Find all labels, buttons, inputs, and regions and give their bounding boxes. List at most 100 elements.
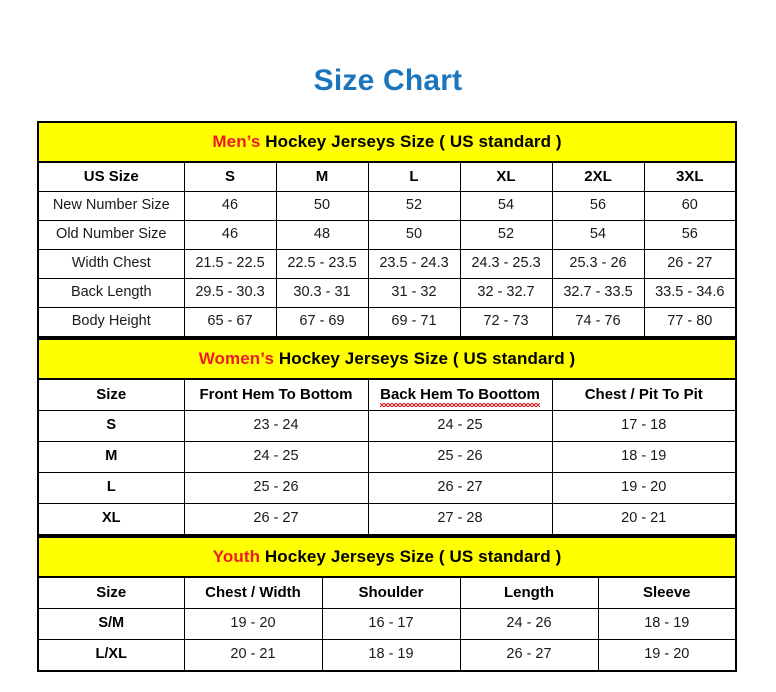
table-row: L/XL 20 - 21 18 - 19 26 - 27 19 - 20 [37,639,737,672]
mens-row-4-val-3: 72 - 73 [459,307,553,338]
womens-row-0-val-2: 17 - 18 [551,410,737,442]
youth-banner-cell: Youth Hockey Jerseys Size ( US standard … [36,536,738,578]
page-title: Size Chart [313,64,463,97]
mens-row-1-val-0: 46 [183,220,277,250]
table-row: Back Length 29.5 - 30.3 30.3 - 31 31 - 3… [37,278,737,308]
mens-row-4-val-1: 67 - 69 [275,307,369,338]
youth-col-2: Shoulder [321,576,461,609]
mens-row-0-val-3: 54 [459,191,553,221]
mens-row-3-val-0: 29.5 - 30.3 [183,278,277,308]
mens-row-3-val-4: 32.7 - 33.5 [551,278,645,308]
youth-col-4: Sleeve [597,576,737,609]
youth-row-0-val-0: 19 - 20 [183,608,323,640]
youth-banner-row: Youth Hockey Jerseys Size ( US standard … [36,536,738,578]
womens-col-0: Size [37,378,185,411]
womens-row-3-val-2: 20 - 21 [551,503,737,536]
womens-row-0-val-0: 23 - 24 [183,410,369,442]
youth-col-0: Size [37,576,185,609]
youth-column-header-row: Size Chest / Width Shoulder Length Sleev… [37,576,737,609]
youth-size-table: Youth Hockey Jerseys Size ( US standard … [36,536,738,672]
womens-banner-cell: Women’s Hockey Jerseys Size ( US standar… [37,338,737,380]
womens-banner-accent: Women’s [198,348,275,368]
mens-row-2-val-4: 25.3 - 26 [551,249,645,279]
womens-col-3: Chest / Pit To Pit [551,378,737,411]
mens-col-2: M [275,161,369,192]
mens-row-0-val-0: 46 [183,191,277,221]
table-row: M 24 - 25 25 - 26 18 - 19 [37,441,737,473]
womens-col-2-misspelled: Back Hem To Boottom [380,385,540,407]
mens-row-3-val-2: 31 - 32 [367,278,461,308]
table-row: XL 26 - 27 27 - 28 20 - 21 [37,503,737,536]
youth-row-0-val-2: 24 - 26 [459,608,599,640]
womens-row-2-label: L [37,472,185,504]
womens-row-0-val-1: 24 - 25 [367,410,553,442]
youth-row-1-val-0: 20 - 21 [183,639,323,672]
mens-row-1-val-3: 52 [459,220,553,250]
mens-col-6: 3XL [643,161,737,192]
mens-size-table: Men’s Hockey Jerseys Size ( US standard … [36,121,738,338]
mens-row-2-val-5: 26 - 27 [643,249,737,279]
table-row: S 23 - 24 24 - 25 17 - 18 [37,410,737,442]
womens-row-0-label: S [37,410,185,442]
table-row: Body Height 65 - 67 67 - 69 69 - 71 72 -… [37,307,737,338]
youth-row-1-val-3: 19 - 20 [597,639,737,672]
youth-col-1: Chest / Width [183,576,323,609]
youth-row-0-val-3: 18 - 19 [597,608,737,640]
mens-row-0-val-4: 56 [551,191,645,221]
youth-row-0-label: S/M [37,608,185,640]
mens-row-3-val-1: 30.3 - 31 [275,278,369,308]
mens-row-0-val-2: 52 [367,191,461,221]
mens-row-4-label: Body Height [37,307,185,338]
mens-row-0-val-1: 50 [275,191,369,221]
mens-banner-row: Men’s Hockey Jerseys Size ( US standard … [36,121,738,163]
womens-row-3-val-0: 26 - 27 [183,503,369,536]
mens-banner-rest: Hockey Jerseys Size ( US standard ) [260,131,562,151]
mens-row-2-val-0: 21.5 - 22.5 [183,249,277,279]
mens-row-4-val-5: 77 - 80 [643,307,737,338]
youth-banner-rest: Hockey Jerseys Size ( US standard ) [260,546,562,566]
mens-col-4: XL [459,161,553,192]
mens-row-2-label: Width Chest [37,249,185,279]
mens-row-3-label: Back Length [37,278,185,308]
table-row: New Number Size 46 50 52 54 56 60 [37,191,737,221]
mens-row-1-val-4: 54 [551,220,645,250]
mens-row-1-label: Old Number Size [37,220,185,250]
womens-banner-rest: Hockey Jerseys Size ( US standard ) [274,348,576,368]
womens-row-1-val-1: 25 - 26 [367,441,553,473]
mens-row-1-val-1: 48 [275,220,369,250]
mens-row-0-label: New Number Size [37,191,185,221]
womens-row-2-val-0: 25 - 26 [183,472,369,504]
mens-column-header-row: US Size S M L XL 2XL 3XL [37,161,737,192]
womens-row-3-val-1: 27 - 28 [367,503,553,536]
youth-row-0-val-1: 16 - 17 [321,608,461,640]
mens-row-4-val-4: 74 - 76 [551,307,645,338]
mens-row-4-val-0: 65 - 67 [183,307,277,338]
womens-row-2-val-1: 26 - 27 [367,472,553,504]
mens-row-0-val-5: 60 [643,191,737,221]
mens-col-1: S [183,161,277,192]
youth-banner-accent: Youth [212,546,261,566]
youth-col-3: Length [459,576,599,609]
womens-row-3-label: XL [37,503,185,536]
womens-row-1-label: M [37,441,185,473]
womens-size-table: Women’s Hockey Jerseys Size ( US standar… [37,338,737,536]
mens-banner-cell: Men’s Hockey Jerseys Size ( US standard … [36,121,738,163]
womens-banner-row: Women’s Hockey Jerseys Size ( US standar… [37,338,737,380]
mens-col-0: US Size [37,161,185,192]
table-row: Width Chest 21.5 - 22.5 22.5 - 23.5 23.5… [37,249,737,279]
mens-row-4-val-2: 69 - 71 [367,307,461,338]
mens-banner-accent: Men’s [212,131,261,151]
size-tables-container: Men’s Hockey Jerseys Size ( US standard … [36,121,738,672]
mens-col-3: L [367,161,461,192]
womens-column-header-row: Size Front Hem To Bottom Back Hem To Boo… [37,378,737,411]
mens-row-2-val-3: 24.3 - 25.3 [459,249,553,279]
mens-row-3-val-3: 32 - 32.7 [459,278,553,308]
table-row: Old Number Size 46 48 50 52 54 56 [37,220,737,250]
youth-row-1-val-1: 18 - 19 [321,639,461,672]
mens-row-1-val-5: 56 [643,220,737,250]
womens-col-2: Back Hem To Boottom [367,378,553,411]
mens-row-2-val-2: 23.5 - 24.3 [367,249,461,279]
womens-row-2-val-2: 19 - 20 [551,472,737,504]
womens-col-1: Front Hem To Bottom [183,378,369,411]
